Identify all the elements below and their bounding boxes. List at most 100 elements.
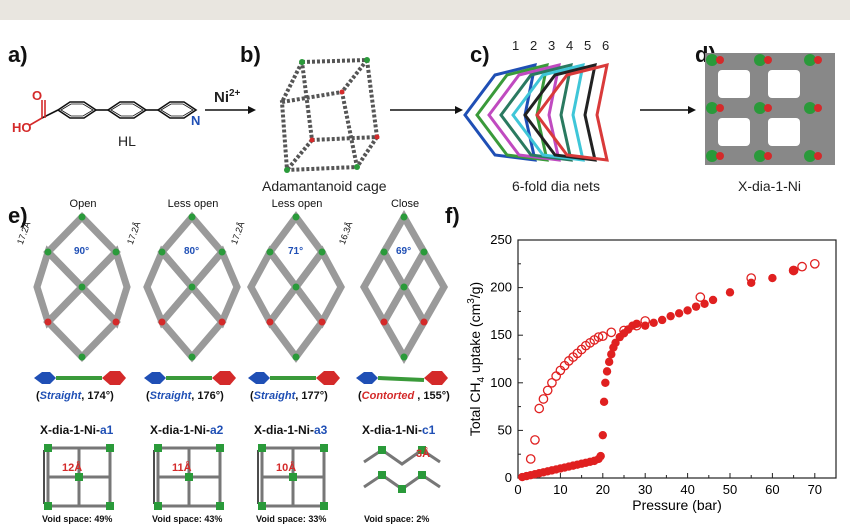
net-outline <box>487 62 561 162</box>
y-tick-label: 50 <box>498 422 512 437</box>
panel-label-e: e) <box>8 203 28 228</box>
state-label: Less open <box>271 198 323 210</box>
y-tick-label: 250 <box>490 232 512 247</box>
adsorption-point <box>674 309 684 318</box>
panel-label-c: c) <box>470 42 490 67</box>
adsorption-point <box>768 273 777 283</box>
methane-uptake-chart: 0 10 20 30 40 50 60 70 0 50 100 150 200 250 Pressure (… <box>466 232 837 513</box>
pore-size-label: 11Å <box>172 462 192 474</box>
desorption-point <box>797 261 807 272</box>
nets-caption: 6-fold dia nets <box>512 178 600 194</box>
desorption-point <box>695 292 706 302</box>
pore-grid-image <box>363 446 441 493</box>
interpenetrated-nets-image <box>463 62 609 162</box>
void-space-label: Void space: 2% <box>364 514 430 524</box>
adsorption-point <box>601 378 610 387</box>
desorption-point <box>597 331 608 342</box>
net-outline <box>511 62 585 162</box>
pore-size-label: 12Å <box>62 462 83 474</box>
desorption-point <box>542 385 553 396</box>
x-tick-label: 10 <box>553 482 567 497</box>
pore-grid-image <box>43 444 114 510</box>
x-axis-label: Pressure (bar) <box>632 497 721 513</box>
arrow-label: Ni2+ <box>214 88 241 106</box>
linker-image <box>356 371 448 385</box>
net-number: 2 <box>530 38 538 53</box>
net-outline <box>535 62 609 162</box>
linker-image <box>144 371 236 385</box>
x-tick-label: 0 <box>514 482 521 497</box>
desorption-point <box>547 377 557 388</box>
desorption-point <box>538 394 549 404</box>
desorption-point <box>619 325 629 336</box>
x-tick-label: 60 <box>765 482 779 497</box>
adsorption-point <box>602 367 612 376</box>
y-axis-label: Total CH4 uptake (cm3/g) <box>466 282 487 436</box>
framework-diamond-image <box>359 209 449 365</box>
angle-label: 71° <box>288 246 304 257</box>
adsorption-point <box>708 295 718 305</box>
material-name: X-dia-1-Ni-a3 <box>254 423 328 437</box>
pore-grid-image <box>257 444 328 510</box>
adsorption-point <box>599 397 609 407</box>
net-outline <box>499 62 573 162</box>
linker-geometry-label: (Straight, 177°) <box>250 390 328 402</box>
y-tick-label: 100 <box>490 375 512 390</box>
adsorption-point <box>683 306 692 315</box>
void-space-label: Void space: 43% <box>152 514 223 524</box>
angle-label: 90° <box>74 246 90 257</box>
desorption-point <box>525 454 536 464</box>
y-tick-label: 0 <box>505 470 512 485</box>
panel-label-b: b) <box>240 42 261 67</box>
framework-diamond-image <box>247 211 345 363</box>
adsorption-point <box>700 299 709 308</box>
desorption-point <box>606 327 617 338</box>
x-tick-label: 20 <box>596 482 610 497</box>
angle-label: 80° <box>184 246 200 257</box>
desorption-point <box>631 320 642 331</box>
desorption-point <box>809 258 820 269</box>
framework-spacefill-image <box>705 53 835 165</box>
desorption-point <box>530 435 540 445</box>
net-number: 1 <box>512 38 520 53</box>
y-tick-label: 150 <box>490 327 512 342</box>
adsorption-point <box>604 357 614 367</box>
material-name: X-dia-1-Ni-c1 <box>362 423 436 437</box>
pore-size-label: 10Å <box>276 462 297 474</box>
x-tick-label: 40 <box>680 482 694 497</box>
adsorption-point <box>725 288 735 297</box>
state-label: Open <box>69 198 97 210</box>
top-bar <box>0 0 850 20</box>
adamantanoid-cage-image <box>279 57 380 173</box>
material-name: X-dia-1-Ni-a2 <box>150 423 224 437</box>
linker-geometry-label: (Straight, 176°) <box>146 390 224 402</box>
net-number: 6 <box>602 38 610 53</box>
state-label: Less open <box>167 198 219 210</box>
linker-image <box>34 371 126 385</box>
atom-n: N <box>191 113 201 128</box>
material-name: X-dia-1-Ni-a1 <box>40 423 114 437</box>
desorption-point <box>534 403 545 414</box>
void-space-label: Void space: 33% <box>256 514 327 524</box>
framework-diamond-image <box>143 211 241 363</box>
adsorption-point <box>666 311 675 321</box>
desorption-point <box>788 265 799 276</box>
cage-caption: Adamantanoid cage <box>262 178 387 194</box>
framework-caption: X-dia-1-Ni <box>738 178 802 194</box>
x-tick-label: 70 <box>808 482 822 497</box>
desorption-point <box>593 332 604 342</box>
pore-size-label: 3Å <box>416 448 431 460</box>
void-space-label: Void space: 49% <box>42 514 113 524</box>
pore-grid-image <box>153 444 224 510</box>
x-tick-label: 50 <box>723 482 737 497</box>
y-tick-label: 200 <box>490 280 512 295</box>
desorption-point <box>640 316 651 326</box>
panel-label-a: a) <box>8 42 28 67</box>
adsorption-point <box>649 318 658 328</box>
desorption-point <box>746 273 757 283</box>
atom-ho: HO <box>12 120 32 135</box>
atom-o: O <box>32 88 43 103</box>
adsorption-point <box>789 266 798 275</box>
angle-label: 69° <box>396 246 412 257</box>
